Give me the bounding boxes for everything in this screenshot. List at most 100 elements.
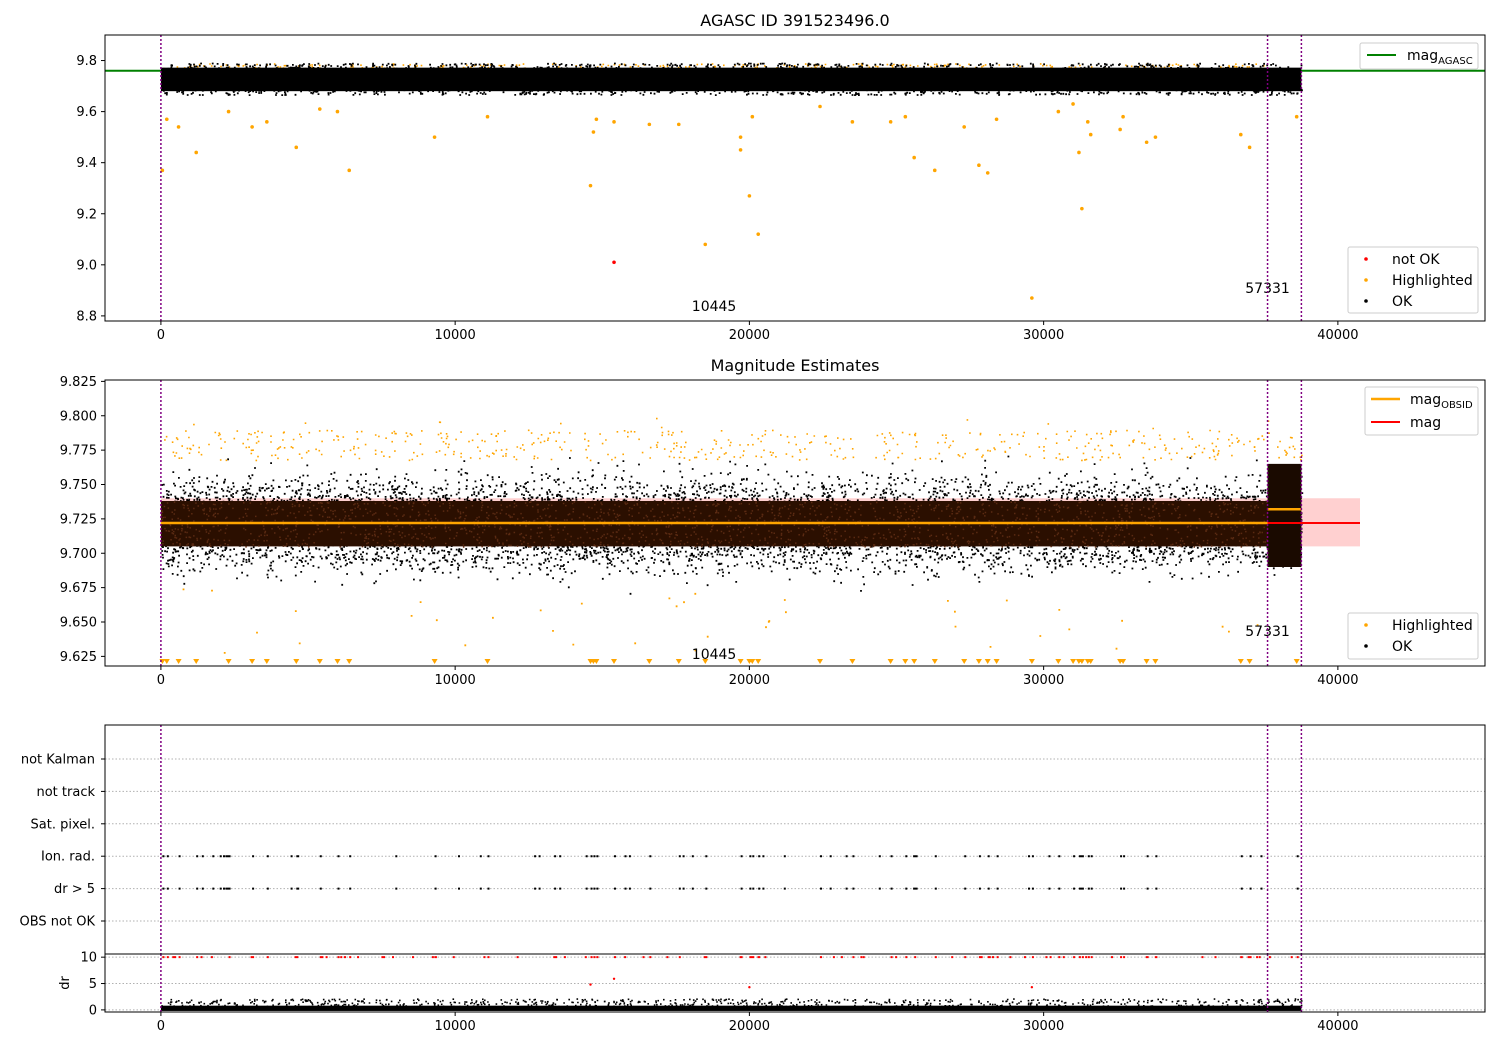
highlighted-outlier-point	[818, 104, 822, 109]
x-tick-label: 0	[157, 328, 165, 343]
y-tick-label: 5	[89, 977, 97, 992]
flag-row-label: not Kalman	[21, 753, 95, 768]
highlighted-outlier-point	[1056, 109, 1061, 114]
flags-panel-marks	[105, 758, 1485, 922]
x-tick-label: 40000	[1317, 673, 1358, 688]
y-tick-label: 9.625	[60, 650, 97, 665]
highlighted-legend-label-2: Highlighted	[1392, 618, 1473, 634]
highlighted-outlier-point	[738, 135, 743, 139]
highlighted-outlier-point	[588, 183, 593, 188]
highlighted-outlier-point	[977, 163, 981, 168]
obsid-label: 10445	[692, 299, 737, 315]
flags-panel-axes: not Kalman not track Sat. pixel. Ion. rad. d…	[20, 724, 1486, 955]
agasc-panel-axes: 0 10000 20000 30000 40000 8.8 9.0 9.2 9.4 9.6 9.8	[76, 34, 1486, 343]
highlighted-outlier-point	[250, 125, 254, 129]
flag-row-label: Sat. pixel.	[31, 817, 95, 832]
highlighted-outlier-point	[962, 125, 966, 129]
highlighted-legend-marker-2	[1364, 623, 1368, 627]
y-tick-label: 9.750	[60, 478, 97, 493]
y-tick-label: 9.775	[60, 444, 97, 459]
dr-panel-axes: 0 10000 20000 30000 40000 0 5 10	[80, 951, 1486, 1034]
magnitude-legend-lines: magOBSID mag	[1364, 386, 1479, 436]
highlighted-outlier-point	[676, 122, 681, 127]
highlighted-outlier-point	[194, 150, 199, 155]
dr-outlier-point	[612, 977, 616, 980]
ok-legend-label-2: OK	[1392, 639, 1413, 655]
y-tick-label: 9.0	[76, 258, 97, 273]
highlighted-outlier-point	[985, 171, 990, 175]
mag-legend-label: mag	[1410, 415, 1441, 431]
flag-row-label: OBS not OK	[20, 915, 96, 930]
highlighted-outlier-point	[750, 114, 755, 119]
highlighted-outlier-point	[591, 130, 596, 134]
magnitude-panel-title: Magnitude Estimates	[711, 356, 880, 375]
x-tick-label: 30000	[1023, 673, 1064, 688]
highlighted-outlier-point	[1118, 127, 1122, 132]
flag-row-label: dr > 5	[54, 882, 95, 897]
agasc-legend-points: not OK Highlighted OK	[1347, 246, 1479, 314]
y-tick-label: 9.700	[60, 547, 97, 562]
dr-outlier-point	[1030, 986, 1034, 989]
highlighted-outlier-point	[347, 168, 352, 173]
x-tick-label: 20000	[729, 328, 770, 343]
highlighted-legend-label: Highlighted	[1392, 273, 1473, 289]
highlighted-outlier-point	[1085, 120, 1090, 124]
y-tick-label: 10	[80, 951, 97, 966]
highlighted-outlier-point	[1144, 140, 1149, 145]
highlighted-outlier-point	[294, 145, 299, 150]
highlighted-outlier-point	[1238, 132, 1243, 137]
last-observation-band	[1267, 463, 1302, 567]
y-tick-label: 9.725	[60, 512, 97, 527]
dr-outlier-point	[589, 983, 592, 986]
obsid-label: 10445	[692, 647, 737, 663]
dr-panel: 0 10000 20000 30000 40000 0 5 10 dr	[58, 951, 1486, 1034]
dr-points-scatter	[161, 998, 1303, 1010]
magnitude-estimates-panel: Magnitude Estimates 10445 57331 0 10000 200…	[60, 356, 1486, 688]
agasc-legend-mag: magAGASC	[1359, 42, 1479, 70]
flags-panel: not Kalman not track Sat. pixel. Ion. rad. d…	[20, 724, 1486, 955]
mag-obsid-legend-label: magOBSID	[1410, 392, 1473, 411]
highlighted-outlier-point	[1121, 114, 1125, 119]
highlighted-outlier-point	[703, 242, 708, 247]
x-tick-label: 0	[157, 673, 165, 688]
highlighted-legend-marker	[1364, 278, 1368, 282]
magnitude-panel-axes: 0 10000 20000 30000 40000 9.625 9.650 9.675 9.70…	[60, 375, 1486, 688]
highlighted-outlier-point	[176, 125, 181, 129]
highlighted-outlier-point	[747, 194, 752, 198]
panel-frame	[104, 34, 1486, 322]
highlighted-outlier-point	[932, 168, 937, 173]
highlighted-outlier-point	[756, 232, 761, 236]
highlighted-outlier-point	[1077, 150, 1081, 155]
highlighted-outlier-point	[1153, 135, 1158, 139]
x-tick-label: 30000	[1023, 1019, 1064, 1034]
dr-panel-marks	[105, 956, 1485, 1011]
highlighted-outlier-point	[335, 109, 340, 114]
ok-legend-label: OK	[1392, 294, 1413, 310]
dr-points-dense-band	[160, 1005, 1302, 1011]
x-tick-label: 0	[157, 1019, 165, 1034]
x-tick-label: 10000	[434, 1019, 475, 1034]
highlighted-outlier-point	[612, 120, 616, 124]
ok-points-scatter	[161, 455, 1304, 595]
highlighted-outlier-point	[903, 114, 908, 119]
x-tick-label: 10000	[434, 328, 475, 343]
highlighted-outlier-point	[265, 120, 269, 124]
panel-frame	[104, 953, 1486, 1013]
highlighted-outlier-point	[647, 122, 652, 127]
y-tick-label: 9.650	[60, 616, 97, 631]
flag-row-label: Ion. rad.	[41, 850, 95, 865]
dense-band-texture	[161, 501, 1269, 548]
ok-points-scatter	[161, 62, 1303, 96]
highlighted-outlier-point	[1088, 132, 1093, 137]
magnitude-legend-points: Highlighted OK	[1347, 612, 1479, 660]
ok-points-dense-band	[160, 67, 1302, 92]
agasc-legend-mag-box	[1359, 42, 1479, 70]
ok-legend-marker	[1364, 299, 1368, 303]
mag-agasc-legend-label: magAGASC	[1407, 48, 1473, 67]
y-tick-label: 8.8	[76, 309, 97, 324]
dr-axis-label: dr	[58, 976, 73, 990]
agasc-legend-points-box	[1347, 246, 1479, 314]
